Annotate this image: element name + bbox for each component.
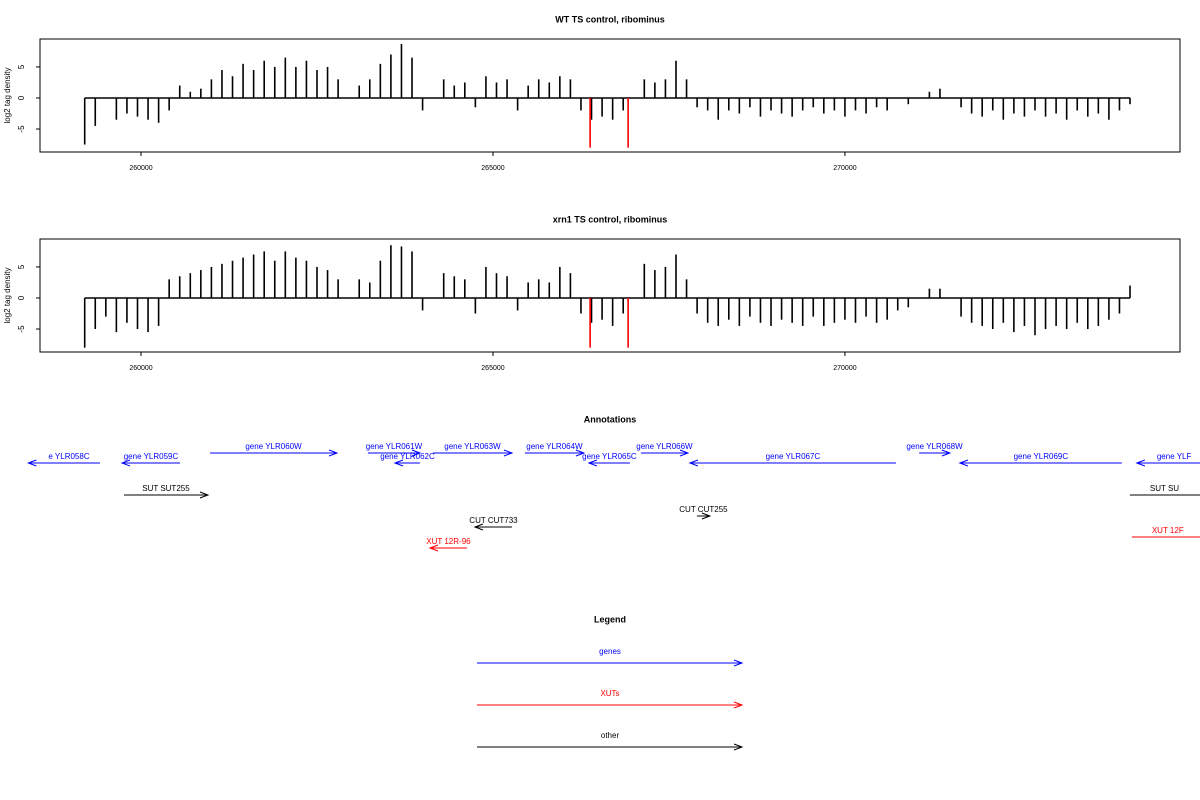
x-tick-label: 260000	[129, 365, 152, 372]
feature-arrow	[640, 449, 690, 457]
feature-label: gene YLR064W	[526, 442, 583, 451]
feature-arrow	[696, 512, 712, 520]
feature-label: XUT 12R-96	[426, 537, 471, 546]
legend-title: Legend	[594, 614, 626, 624]
y-tick-label: -5	[17, 125, 26, 133]
feature-arrow	[1135, 459, 1200, 467]
feature-label: gene YLR062C	[380, 452, 435, 461]
x-tick-label: 265000	[481, 365, 504, 372]
feature-label: gene YLR060W	[245, 442, 302, 451]
feature-label: gene YLR068W	[906, 442, 963, 451]
feature-label: gene YLR059C	[124, 452, 179, 461]
feature-arrow	[473, 523, 512, 531]
feature-arrow	[123, 491, 210, 499]
legend-arrow	[477, 659, 744, 667]
annotation-panel: e YLR058C gene YLR059C gene YLR060W gene YL…	[26, 442, 1200, 552]
x-tick-label: 260000	[129, 165, 152, 172]
feature-label: e YLR058C	[48, 452, 89, 461]
feature-arrow	[688, 459, 896, 467]
annotation-title: Annotations	[584, 414, 637, 424]
feature-label: gene YLR067C	[766, 452, 821, 461]
feature-label: XUT 12F	[1152, 526, 1184, 535]
legend-arrow	[477, 743, 744, 751]
feature-label: gene YLR069C	[1014, 452, 1069, 461]
feature-label: CUT CUT733	[469, 516, 518, 525]
feature-label: gene YLF	[1157, 452, 1192, 461]
legend-label: XUTs	[600, 689, 619, 698]
y-tick-label: 5	[17, 64, 26, 69]
y-tick-label: 5	[17, 264, 26, 269]
x-tick-label: 270000	[833, 365, 856, 372]
y-tick-label: 0	[17, 95, 26, 100]
feature-arrow	[1129, 494, 1200, 496]
feature-arrow	[26, 459, 100, 467]
legend-label: genes	[599, 647, 621, 656]
y-tick-label: -5	[17, 325, 26, 333]
feature-arrow	[1131, 536, 1200, 538]
feature-arrow	[367, 449, 422, 457]
feature-label: SUT SU	[1150, 484, 1179, 493]
feature-arrow	[919, 449, 952, 457]
chart-title: WT TS control, ribominus	[555, 14, 665, 24]
feature-arrow	[432, 449, 514, 457]
chart-title: xrn1 TS control, ribominus	[553, 214, 668, 224]
feature-arrow	[120, 459, 181, 467]
feature-label: gene YLR061W	[366, 442, 423, 451]
plot-frame	[39, 238, 1181, 353]
feature-arrow	[428, 544, 467, 552]
legend-arrow	[477, 701, 744, 709]
y-axis-label: log2 tag density	[3, 267, 12, 323]
feature-arrow	[393, 459, 420, 467]
feature-label: gene YLR063W	[444, 442, 501, 451]
plot-frame	[39, 38, 1181, 153]
feature-label: gene YLR066W	[636, 442, 693, 451]
x-tick-label: 265000	[481, 165, 504, 172]
feature-arrow	[587, 459, 630, 467]
y-axis-label: log2 tag density	[3, 67, 12, 123]
feature-label: gene YLR065C	[582, 452, 637, 461]
feature-arrow	[209, 449, 339, 457]
feature-arrow	[958, 459, 1122, 467]
feature-label: SUT SUT255	[142, 484, 190, 493]
legend-label: other	[601, 731, 620, 740]
y-tick-label: 0	[17, 295, 26, 300]
x-tick-label: 270000	[833, 165, 856, 172]
feature-arrow	[524, 449, 586, 457]
feature-label: CUT CUT255	[679, 505, 728, 514]
